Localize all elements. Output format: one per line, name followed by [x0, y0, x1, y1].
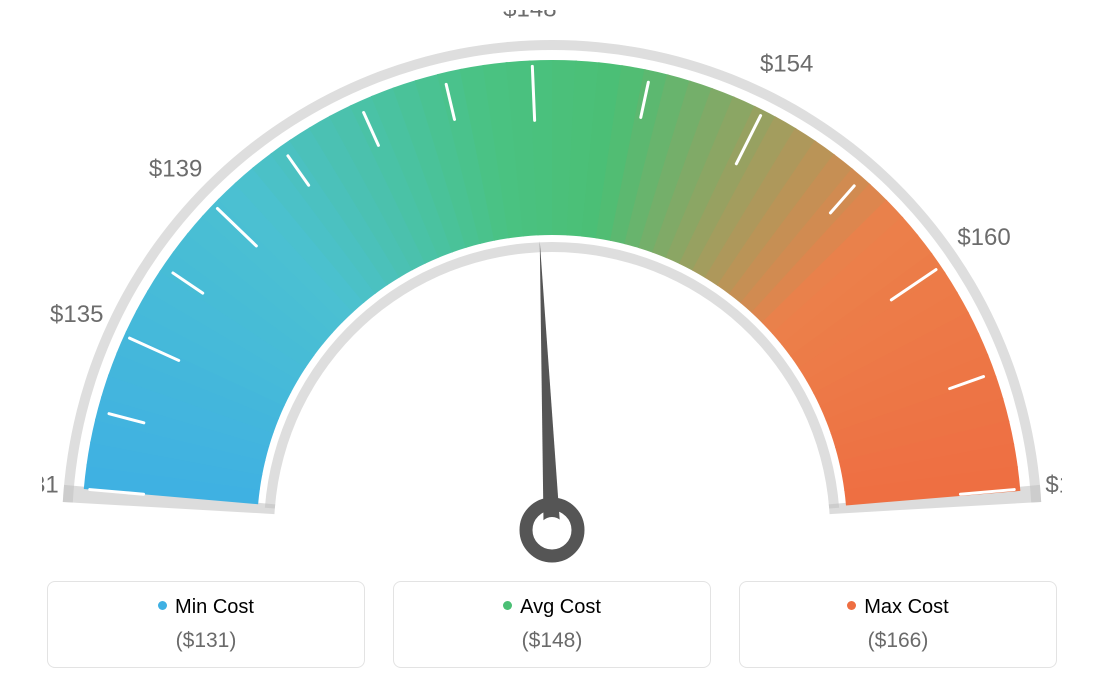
legend-row: Min Cost ($131) Avg Cost ($148) Max Cost…	[47, 581, 1057, 668]
svg-text:$139: $139	[149, 155, 202, 182]
svg-text:$154: $154	[760, 51, 813, 78]
legend-card-max: Max Cost ($166)	[739, 581, 1057, 668]
legend-title-min-text: Min Cost	[175, 596, 254, 618]
legend-card-avg: Avg Cost ($148)	[393, 581, 711, 668]
dot-icon-avg	[503, 601, 512, 610]
legend-title-max-text: Max Cost	[864, 596, 948, 618]
dot-icon-min	[158, 601, 167, 610]
legend-title-min: Min Cost	[58, 596, 354, 619]
cost-gauge: $131 $135 $139 $148 $154 $160 $166	[42, 10, 1062, 570]
legend-value-min: ($131)	[58, 629, 354, 653]
legend-value-avg: ($148)	[404, 629, 700, 653]
svg-text:$131: $131	[42, 472, 59, 499]
gauge-svg: $131 $135 $139 $148 $154 $160 $166	[42, 10, 1062, 570]
svg-text:$160: $160	[957, 224, 1010, 251]
dot-icon-max	[847, 601, 856, 610]
svg-text:$135: $135	[50, 301, 103, 328]
legend-title-avg-text: Avg Cost	[520, 596, 601, 618]
svg-text:$148: $148	[503, 10, 556, 22]
legend-title-avg: Avg Cost	[404, 596, 700, 619]
legend-title-max: Max Cost	[750, 596, 1046, 619]
legend-card-min: Min Cost ($131)	[47, 581, 365, 668]
legend-value-max: ($166)	[750, 629, 1046, 653]
svg-text:$166: $166	[1045, 472, 1062, 499]
